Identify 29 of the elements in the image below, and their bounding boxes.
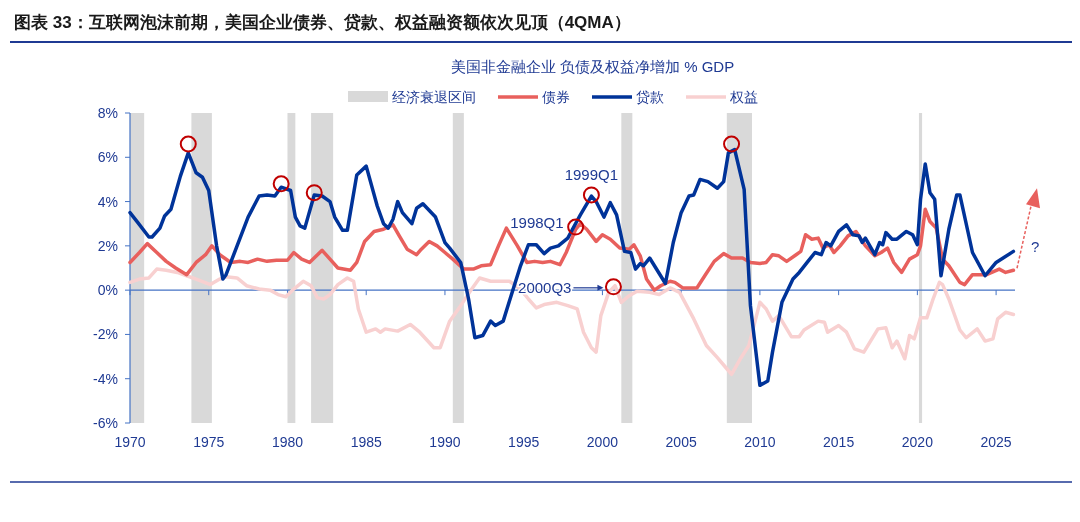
y-tick-label: 4% [97, 193, 118, 210]
x-tick-label: 2005 [665, 434, 697, 450]
chart-title: 图表 33：互联网泡沫前期，美国企业债券、贷款、权益融资额依次见顶（4QMA） [14, 13, 631, 32]
annotation: 1998Q1 [510, 214, 564, 232]
x-tick-label: 1975 [193, 434, 225, 450]
x-tick-label: 2025 [980, 434, 1012, 450]
legend-label: 权益 [729, 89, 758, 105]
y-tick-label: -6% [93, 415, 118, 431]
legend-label: 经济衰退区间 [392, 89, 476, 105]
y-tick-label: 2% [97, 237, 118, 254]
chart-subtitle: 美国非金融企业 负债及权益净增加 % GDP [450, 58, 735, 75]
x-tick-label: 2020 [901, 434, 934, 450]
x-tick-label: 2015 [823, 434, 855, 450]
annotation: 1999Q1 [564, 165, 619, 183]
text: ? [1031, 238, 1040, 256]
x-tick-label: 2000 [586, 434, 619, 450]
x-tick-label: 1970 [114, 434, 146, 450]
x-tick-label: 1990 [429, 434, 461, 450]
y-tick-label: -4% [93, 370, 118, 387]
y-tick-label: 0% [97, 282, 118, 299]
y-tick-label: 8% [97, 105, 118, 121]
y-tick-label: -2% [93, 326, 118, 343]
x-tick-label: 1995 [508, 434, 540, 450]
y-tick-label: 6% [97, 149, 118, 166]
x-tick-label: 1985 [350, 434, 382, 450]
x-tick-label: 1980 [271, 434, 304, 450]
x-tick-label: 2010 [744, 434, 776, 450]
legend-label: 债券 [542, 89, 570, 105]
legend-label: 贷款 [636, 89, 664, 105]
